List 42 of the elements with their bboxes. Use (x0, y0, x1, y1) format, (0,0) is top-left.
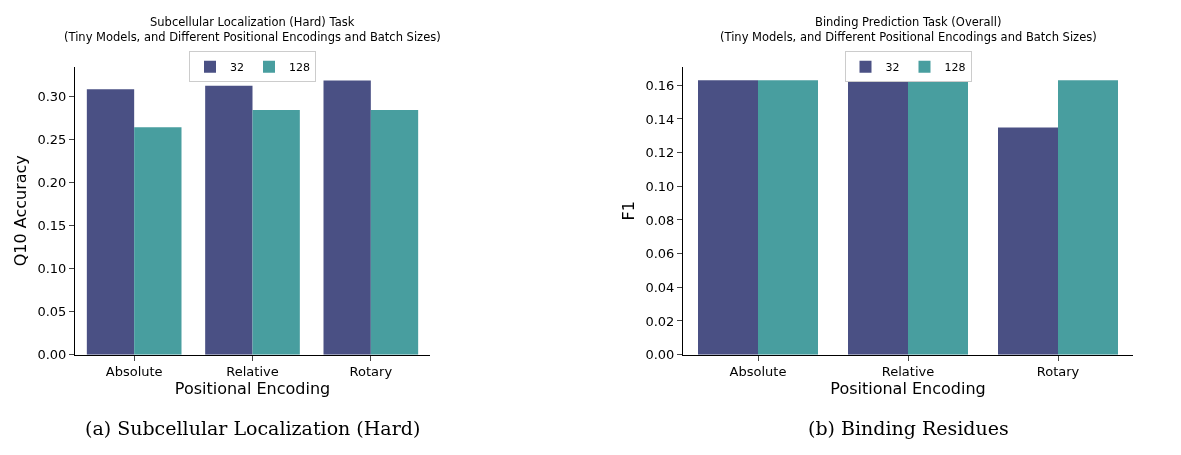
y-tick-label: 0.25 (37, 131, 67, 147)
y-tick-label: 0.06 (645, 246, 675, 262)
y-tick-label: 0.08 (645, 212, 675, 228)
y-axis-title: Q10 Accuracy (11, 155, 31, 267)
x-tick-label: Absolute (105, 364, 163, 380)
x-axis-title: Positional Encoding (830, 379, 986, 399)
legend-label: 128 (944, 61, 966, 75)
bar (370, 109, 419, 355)
x-axis-title: Positional Encoding (174, 379, 331, 399)
legend-label: 128 (289, 61, 310, 75)
chart-subtitle: (Tiny Models, and Different Positional Encodings and Batch Sizes) (64, 30, 441, 44)
bar (252, 109, 300, 355)
text: (b) Binding Residues (808, 417, 1009, 439)
legend-label: 32 (230, 61, 244, 75)
y-tick-label: 0.10 (645, 178, 675, 194)
y-tick-label: 0.04 (645, 279, 675, 295)
chart-title: Binding Prediction Task (Overall) (815, 15, 1002, 29)
bar (205, 85, 253, 355)
legend-label: 32 (885, 61, 900, 75)
x-tick-label: Rotary (349, 364, 393, 380)
bar (323, 80, 371, 355)
chart-title: Subcellular Localization (Hard) Task (150, 15, 355, 29)
y-tick-label: 0.05 (37, 304, 67, 320)
y-tick-label: 0.30 (37, 88, 67, 104)
y-tick-label: 0.15 (37, 217, 67, 233)
y-tick-label: 0.00 (37, 347, 67, 363)
y-tick-label: 0.12 (645, 145, 675, 161)
y-tick-label: 0.16 (645, 77, 675, 93)
bar (134, 127, 182, 355)
text: (a) Subcellular Localization (Hard) (85, 417, 421, 439)
x-tick-label: Absolute (729, 364, 787, 380)
y-tick-label: 0.02 (645, 313, 675, 329)
x-tick-label: Rotary (1036, 364, 1080, 380)
y-tick-label: 0.00 (645, 347, 675, 363)
bar (86, 89, 135, 355)
y-tick-label: 0.20 (37, 174, 67, 190)
y-tick-label: 0.10 (37, 261, 67, 277)
y-axis-title: F1 (619, 201, 639, 221)
y-tick-label: 0.14 (645, 111, 675, 127)
x-tick-label: Relative (881, 364, 935, 380)
chart-subtitle: (Tiny Models, and Different Positional Encodings and Batch Sizes) (720, 30, 1097, 44)
x-tick-label: Relative (226, 364, 279, 380)
